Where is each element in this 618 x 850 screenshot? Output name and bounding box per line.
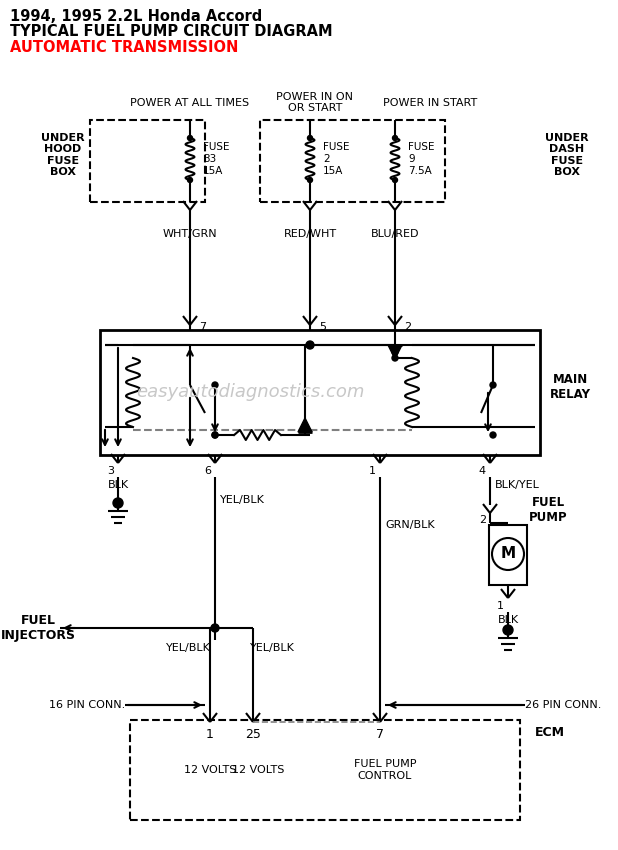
Text: 1: 1 xyxy=(369,466,376,476)
Text: BLU/RED: BLU/RED xyxy=(371,229,419,239)
Text: FUEL
PUMP: FUEL PUMP xyxy=(528,496,567,524)
Circle shape xyxy=(187,135,192,140)
Text: easyautodiagnostics.com: easyautodiagnostics.com xyxy=(136,383,364,401)
Circle shape xyxy=(392,355,398,361)
Circle shape xyxy=(211,624,219,632)
Circle shape xyxy=(306,341,314,349)
Text: BLK: BLK xyxy=(497,615,519,625)
Text: UNDER
DASH
FUSE
BOX: UNDER DASH FUSE BOX xyxy=(545,133,589,178)
Text: 1: 1 xyxy=(206,728,214,740)
Circle shape xyxy=(212,432,218,438)
Text: WHT/GRN: WHT/GRN xyxy=(163,229,218,239)
Circle shape xyxy=(490,432,496,438)
Text: 25: 25 xyxy=(245,728,261,740)
Text: 1: 1 xyxy=(497,601,504,611)
Text: 4: 4 xyxy=(479,466,486,476)
Circle shape xyxy=(392,178,397,183)
Text: 6: 6 xyxy=(204,466,211,476)
Text: 12 VOLTS: 12 VOLTS xyxy=(184,765,236,775)
Text: FUSE
9
7.5A: FUSE 9 7.5A xyxy=(408,143,434,176)
Circle shape xyxy=(187,178,192,183)
Text: 5: 5 xyxy=(319,322,326,332)
Text: TYPICAL FUEL PUMP CIRCUIT DIAGRAM: TYPICAL FUEL PUMP CIRCUIT DIAGRAM xyxy=(10,24,332,38)
Circle shape xyxy=(490,382,496,388)
Circle shape xyxy=(212,382,218,388)
Polygon shape xyxy=(298,418,312,432)
Text: ECM: ECM xyxy=(535,726,565,739)
Text: FUSE
33
15A: FUSE 33 15A xyxy=(203,143,229,176)
Text: 16 PIN CONN.: 16 PIN CONN. xyxy=(49,700,125,710)
Text: MAIN
RELAY: MAIN RELAY xyxy=(549,373,591,401)
Circle shape xyxy=(308,135,313,140)
Circle shape xyxy=(503,625,513,635)
Text: OR START: OR START xyxy=(288,103,342,113)
Text: BLK: BLK xyxy=(108,480,129,490)
Text: 3: 3 xyxy=(107,466,114,476)
Text: POWER IN START: POWER IN START xyxy=(383,98,477,108)
Text: GRN/BLK: GRN/BLK xyxy=(385,520,434,530)
Circle shape xyxy=(392,349,398,355)
Text: 2: 2 xyxy=(404,322,411,332)
Text: 7: 7 xyxy=(376,728,384,740)
Text: M: M xyxy=(501,547,515,562)
Text: FUEL
INJECTORS: FUEL INJECTORS xyxy=(1,614,75,642)
Polygon shape xyxy=(388,345,402,359)
Circle shape xyxy=(308,178,313,183)
Text: BLK/YEL: BLK/YEL xyxy=(495,480,540,490)
Text: RED/WHT: RED/WHT xyxy=(284,229,337,239)
Text: YEL/BLK: YEL/BLK xyxy=(220,495,265,505)
Circle shape xyxy=(392,135,397,140)
Circle shape xyxy=(113,498,123,508)
Text: AUTOMATIC TRANSMISSION: AUTOMATIC TRANSMISSION xyxy=(10,39,239,54)
Text: FUEL PUMP
CONTROL: FUEL PUMP CONTROL xyxy=(353,759,417,781)
Text: 26 PIN CONN.: 26 PIN CONN. xyxy=(525,700,601,710)
Text: POWER IN ON: POWER IN ON xyxy=(276,92,353,102)
Text: 7: 7 xyxy=(199,322,206,332)
Text: YEL/BLK: YEL/BLK xyxy=(250,643,295,653)
Text: FUSE
2
15A: FUSE 2 15A xyxy=(323,143,350,176)
Text: YEL/BLK: YEL/BLK xyxy=(166,643,211,653)
Text: POWER AT ALL TIMES: POWER AT ALL TIMES xyxy=(130,98,250,108)
Text: 1994, 1995 2.2L Honda Accord: 1994, 1995 2.2L Honda Accord xyxy=(10,8,262,24)
Text: 12 VOLTS: 12 VOLTS xyxy=(232,765,284,775)
Text: 2: 2 xyxy=(479,515,486,525)
Text: UNDER
HOOD
FUSE
BOX: UNDER HOOD FUSE BOX xyxy=(41,133,85,178)
Circle shape xyxy=(212,432,218,438)
